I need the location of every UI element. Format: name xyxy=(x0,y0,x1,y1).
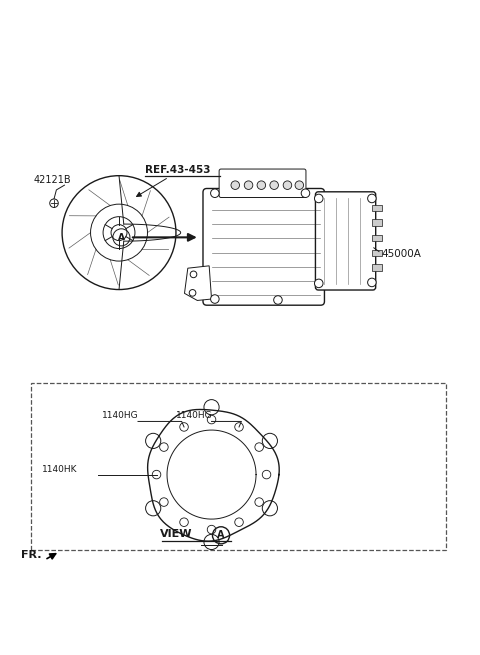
Bar xyxy=(372,234,383,241)
Circle shape xyxy=(180,422,188,431)
Circle shape xyxy=(283,181,292,189)
Circle shape xyxy=(257,181,265,189)
Circle shape xyxy=(255,498,264,506)
FancyBboxPatch shape xyxy=(203,189,324,305)
Text: A: A xyxy=(217,531,225,540)
Bar xyxy=(31,383,446,550)
Circle shape xyxy=(314,279,323,288)
Circle shape xyxy=(235,422,243,431)
Text: 1140HG: 1140HG xyxy=(102,411,139,420)
Text: REF.43-453: REF.43-453 xyxy=(145,165,211,176)
Circle shape xyxy=(270,181,278,189)
Circle shape xyxy=(255,443,264,451)
Text: 42121B: 42121B xyxy=(34,175,71,185)
Text: A: A xyxy=(118,233,125,242)
Circle shape xyxy=(368,194,376,202)
Text: VIEW: VIEW xyxy=(160,529,192,539)
Circle shape xyxy=(211,189,219,198)
Circle shape xyxy=(295,181,303,189)
Circle shape xyxy=(207,525,216,534)
Bar xyxy=(372,264,383,271)
Circle shape xyxy=(244,181,253,189)
Circle shape xyxy=(235,518,243,527)
Circle shape xyxy=(301,189,310,198)
FancyBboxPatch shape xyxy=(219,169,306,198)
Text: 45000A: 45000A xyxy=(382,249,421,259)
Bar xyxy=(372,250,383,256)
Circle shape xyxy=(274,295,282,305)
Text: 1140HG: 1140HG xyxy=(176,411,213,420)
Polygon shape xyxy=(184,266,212,301)
Text: 1140HK: 1140HK xyxy=(42,465,77,474)
Bar xyxy=(372,204,383,212)
Circle shape xyxy=(314,194,323,202)
Text: FR.: FR. xyxy=(21,550,41,560)
Circle shape xyxy=(160,443,168,451)
Circle shape xyxy=(207,415,216,424)
Circle shape xyxy=(262,470,271,479)
Circle shape xyxy=(160,498,168,506)
FancyBboxPatch shape xyxy=(315,192,376,290)
Circle shape xyxy=(211,295,219,303)
Circle shape xyxy=(152,470,161,479)
Circle shape xyxy=(368,278,376,287)
Bar xyxy=(372,219,383,226)
Circle shape xyxy=(180,518,188,527)
Circle shape xyxy=(231,181,240,189)
